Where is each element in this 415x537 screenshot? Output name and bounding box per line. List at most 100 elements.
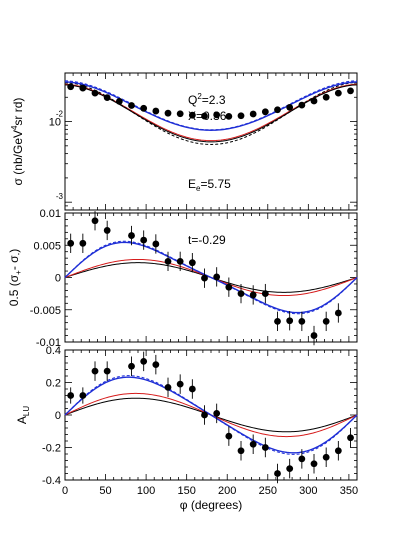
x-tick-label: 300 (299, 485, 317, 497)
data-point (128, 232, 135, 239)
x-tick-label: 50 (99, 485, 111, 497)
data-point (79, 239, 87, 247)
data-point (237, 112, 245, 120)
x-tick-label: 250 (259, 485, 277, 497)
data-point (201, 112, 208, 120)
data-point (152, 107, 160, 115)
y-axis-label: σ (nb/GeV4sr rd) (10, 98, 25, 186)
x-tick-label: 100 (137, 485, 155, 497)
y-tick-label: 0.01 (40, 208, 61, 220)
data-point (347, 87, 354, 95)
data-point (225, 283, 233, 291)
data-point (213, 111, 221, 119)
data-point (176, 110, 184, 118)
y-axis-label: ALU (15, 406, 31, 424)
data-point (67, 239, 75, 247)
data-point (286, 103, 294, 111)
x-axis-label: φ (degrees) (180, 498, 242, 512)
data-point (152, 361, 160, 369)
data-point (67, 392, 75, 399)
data-point (201, 411, 208, 419)
data-point (91, 89, 99, 97)
data-point (103, 367, 111, 375)
data-point (298, 455, 306, 463)
data-point (176, 257, 184, 265)
annotation-t: t=-0.29 (188, 233, 226, 247)
data-point (334, 309, 342, 317)
data-point (67, 83, 75, 91)
data-point (140, 236, 148, 244)
data-point (249, 110, 257, 118)
y-tick-exponent: -3 (56, 192, 64, 201)
data-point (79, 84, 87, 92)
data-point (79, 392, 87, 399)
blue-dashed-curve (64, 80, 358, 131)
data-point (274, 470, 281, 477)
data-point (213, 409, 221, 417)
y-tick-label: 0.2 (46, 378, 61, 390)
black-solid-curve (64, 84, 358, 143)
blue-dashed-curve (64, 375, 358, 455)
data-point (103, 227, 111, 234)
data-point (274, 106, 281, 114)
y-axis-label: 0.5 (σ+- σ-) (7, 249, 23, 307)
black-dashed-curve (64, 82, 358, 145)
data-point (213, 273, 221, 281)
data-point (334, 89, 342, 97)
x-tick-label: 350 (340, 485, 358, 497)
data-point (164, 383, 172, 391)
data-point (225, 432, 233, 440)
data-point (164, 109, 172, 117)
data-point (140, 357, 148, 365)
data-point (103, 94, 111, 102)
data-point (310, 460, 318, 468)
data-point (91, 367, 99, 375)
data-point (201, 274, 208, 282)
data-point (286, 317, 294, 325)
data-point (261, 444, 269, 451)
panel-beam-spin-asymmetry: -0.4 -0.2 0 0.2 0.4 0 50 100 150 200 250 300 350 φ (d… (15, 345, 358, 512)
blue-solid-curve (64, 376, 358, 454)
x-tick-label: 150 (177, 485, 195, 497)
data-point (347, 434, 354, 442)
data-point (140, 104, 148, 112)
data-point (176, 380, 184, 388)
annotation-beam-energy: Ee=5.75 (188, 177, 231, 193)
data-point (322, 317, 330, 325)
y-tick-label: 0.4 (46, 345, 61, 357)
data-point (188, 385, 196, 393)
data-point (115, 97, 123, 105)
data-point (274, 317, 281, 325)
y-tick-label: -0.005 (30, 305, 61, 317)
data-point (322, 93, 330, 101)
data-point (225, 112, 233, 120)
data-point (322, 453, 330, 461)
data-point (249, 291, 257, 299)
data-point (286, 465, 294, 473)
data-point (249, 440, 257, 448)
data-point (261, 290, 269, 298)
data-point (164, 257, 172, 265)
annotation-q2: Q2=2.3 (188, 92, 226, 107)
data-point (298, 317, 306, 325)
data-point (152, 240, 160, 248)
data-point (237, 447, 245, 455)
data-point (334, 447, 342, 455)
annotation-x: X=0.36 (188, 109, 227, 123)
data-point (310, 332, 318, 339)
y-tick-exponent: -2 (56, 110, 64, 119)
data-point (128, 362, 135, 370)
x-tick-label: 200 (218, 485, 236, 497)
y-tick-label: 0 (55, 273, 61, 285)
panel-cross-section-difference: -0.01 -0.005 0 0.005 0.01 t=-0.29 0.5 (σ+- σ-) (7, 208, 358, 349)
data-point (128, 102, 135, 109)
y-tick-label: -0.01 (36, 337, 61, 349)
blue-dashed-curve (64, 240, 358, 315)
data-point (298, 101, 306, 109)
y-tick-label: -0.2 (42, 443, 61, 455)
panel-cross-section: 10-2 -3 Q2=2.3 X=0.36 Ee=5.75 σ (nb/GeV4sr rd… (10, 72, 358, 211)
y-tick-label: 10 (49, 117, 61, 129)
data-point (91, 217, 99, 225)
data-point (310, 97, 318, 105)
